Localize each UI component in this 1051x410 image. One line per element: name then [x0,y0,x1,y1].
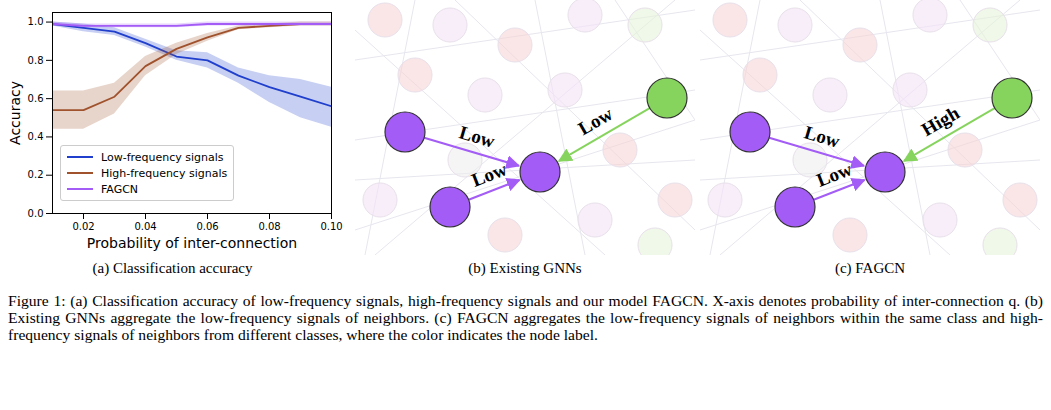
html-text:FAGCN: FAGCN [101,182,139,196]
svg-text:0.10: 0.10 [320,221,342,232]
svg-text:0.0: 0.0 [28,208,44,219]
svg-text:0.08: 0.08 [258,221,280,232]
svg-text:Low: Low [802,121,843,151]
svg-text:Low: Low [814,158,855,191]
svg-text:0.4: 0.4 [28,131,44,142]
svg-text:0.04: 0.04 [134,221,156,232]
html-text:(b) Existing GNNs: (b) Existing GNNs [468,260,582,276]
svg-text:0.2: 0.2 [28,169,44,180]
html-text:Low-frequency signals: Low-frequency signals [101,150,224,164]
html-text:(a) Classification accuracy: (a) Classification accuracy [92,260,253,276]
svg-text:0.6: 0.6 [28,93,44,104]
svg-text:0.02: 0.02 [72,221,94,232]
svg-text:0.8: 0.8 [28,55,44,66]
svg-text:Probability of inter-connectio: Probability of inter-connection [87,235,297,251]
svg-text:1.0: 1.0 [28,16,44,27]
html-text:Figure 1: (a) Classification a: Figure 1: (a) Classification accuracy of… [8,292,1043,343]
svg-text:Low: Low [575,103,617,139]
svg-text:Low: Low [457,121,498,151]
svg-text:Low: Low [469,158,510,191]
svg-text:0.06: 0.06 [196,221,218,232]
svg-text:Accuracy: Accuracy [7,81,23,145]
html-text:High-frequency signals: High-frequency signals [101,166,228,180]
svg-text:High: High [918,102,964,141]
html-text:(c) FAGCN: (c) FAGCN [834,260,906,276]
